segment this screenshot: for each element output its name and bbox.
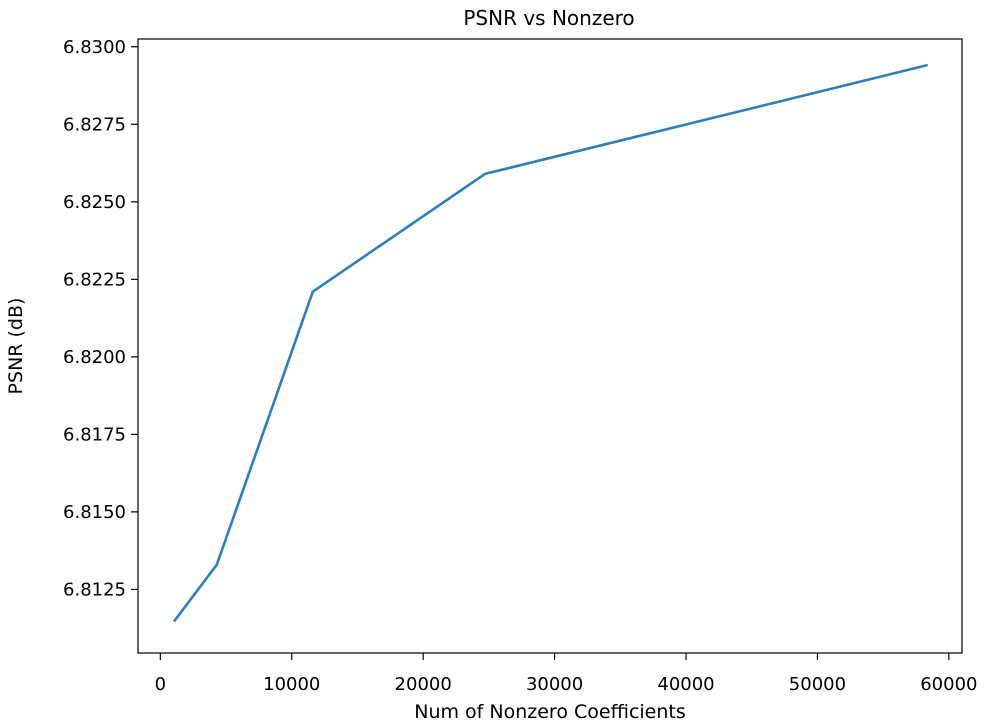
x-tick-label: 40000 bbox=[657, 674, 714, 695]
y-tick-label: 6.8225 bbox=[63, 269, 126, 290]
y-tick-label: 6.8200 bbox=[63, 347, 126, 368]
x-tick-label: 30000 bbox=[526, 674, 583, 695]
x-tick-label: 50000 bbox=[789, 674, 846, 695]
chart-title: PSNR vs Nonzero bbox=[463, 6, 634, 30]
y-axis-label: PSNR (dB) bbox=[5, 298, 27, 395]
x-tick-label: 20000 bbox=[395, 674, 452, 695]
y-tick-label: 6.8300 bbox=[63, 37, 126, 58]
y-tick-label: 6.8125 bbox=[63, 579, 126, 600]
y-tick-label: 6.8175 bbox=[63, 424, 126, 445]
x-tick-label: 60000 bbox=[920, 674, 977, 695]
x-axis-label: Num of Nonzero Coefficients bbox=[414, 701, 686, 723]
x-tick-label: 10000 bbox=[263, 674, 320, 695]
y-tick-label: 6.8150 bbox=[63, 502, 126, 523]
y-tick-label: 6.8275 bbox=[63, 114, 126, 135]
y-tick-label: 6.8250 bbox=[63, 192, 126, 213]
x-tick-label: 0 bbox=[155, 674, 166, 695]
